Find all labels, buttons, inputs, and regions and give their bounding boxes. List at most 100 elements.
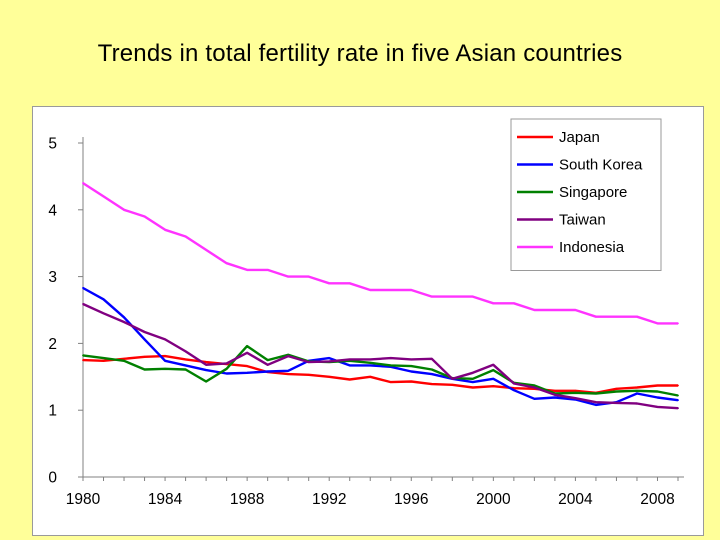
data-point: [410, 365, 413, 368]
data-point: [430, 383, 433, 386]
data-point: [574, 391, 577, 394]
data-point: [512, 389, 515, 392]
data-point: [533, 309, 536, 311]
data-point: [82, 182, 84, 184]
data-point: [123, 208, 125, 211]
data-point: [164, 228, 166, 231]
data-point: [246, 345, 249, 347]
data-point: [677, 394, 679, 397]
data-point: [615, 390, 618, 393]
data-point: [389, 357, 392, 359]
data-point: [184, 358, 187, 361]
legend-label: Indonesia: [559, 239, 625, 256]
data-point: [205, 248, 208, 251]
data-point: [307, 361, 310, 364]
data-point: [246, 365, 249, 368]
data-point: [82, 287, 84, 289]
data-point: [205, 369, 208, 372]
data-point: [246, 371, 249, 374]
data-point: [595, 392, 597, 395]
data-point: [369, 361, 372, 364]
data-point: [266, 363, 269, 366]
legend-box: [510, 118, 662, 271]
data-point: [492, 302, 495, 305]
data-point: [553, 396, 556, 399]
data-point: [307, 373, 310, 376]
data-point: [533, 386, 536, 389]
data-point: [123, 359, 125, 362]
x-tick-label: 2008: [640, 491, 674, 508]
data-point: [492, 385, 495, 388]
data-point: [492, 377, 495, 380]
data-point: [143, 338, 146, 341]
data-point: [553, 393, 556, 396]
data-point: [595, 401, 597, 404]
data-point: [102, 298, 105, 301]
data-point: [574, 397, 577, 400]
x-tick-label: 1996: [394, 491, 428, 508]
chart-legend: Japan South Korea Singapore Taiwan Indonesia: [510, 118, 662, 271]
series-line: [82, 182, 678, 325]
x-tick-label: 1992: [312, 491, 346, 508]
data-point: [533, 397, 536, 400]
data-point: [164, 359, 166, 362]
data-point: [553, 309, 556, 311]
data-point: [164, 338, 166, 341]
series-line: [82, 344, 679, 397]
chart-tick-labels: 0 1 2 3 4 5 1980 1984 1988 1992 1996 2000 2004 2008: [48, 136, 674, 509]
legend-item: Singapore: [517, 184, 627, 201]
data-point: [184, 350, 187, 353]
data-point: [143, 368, 146, 371]
data-point: [143, 355, 146, 358]
chart-axes: [78, 137, 684, 481]
data-point: [287, 369, 290, 372]
data-point: [389, 289, 392, 291]
data-point: [430, 373, 433, 376]
data-point: [82, 354, 84, 357]
data-point: [369, 375, 372, 378]
data-point: [287, 275, 290, 278]
data-point: [471, 295, 474, 298]
data-point: [205, 380, 208, 383]
legend-item: Indonesia: [517, 239, 625, 256]
data-point: [164, 367, 166, 370]
data-point: [102, 312, 105, 315]
data-point: [369, 364, 372, 367]
data-point: [636, 389, 638, 392]
data-point: [225, 262, 228, 265]
y-tick-label: 5: [48, 136, 57, 153]
data-point: [553, 389, 556, 392]
series-line: [82, 302, 679, 410]
data-point: [471, 377, 474, 380]
data-point: [430, 357, 433, 360]
data-point: [615, 315, 618, 318]
data-point: [492, 369, 495, 372]
data-point: [266, 359, 269, 361]
data-point: [123, 321, 125, 323]
data-point: [656, 396, 659, 399]
x-tick-label: 1980: [66, 491, 101, 508]
data-point: [225, 362, 228, 365]
data-point: [287, 373, 290, 376]
data-point: [512, 302, 515, 305]
data-point: [471, 381, 474, 384]
data-point: [307, 275, 310, 278]
data-point: [348, 358, 351, 361]
data-point: [369, 358, 372, 361]
data-point: [451, 295, 454, 298]
data-point: [82, 359, 84, 361]
data-point: [656, 390, 659, 393]
data-point: [512, 382, 515, 385]
data-point: [677, 399, 679, 402]
data-point: [615, 401, 618, 404]
data-point: [143, 331, 146, 333]
data-point: [328, 282, 331, 285]
series-south-korea: [82, 286, 679, 407]
legend-label: Japan: [559, 129, 600, 146]
fertility-line-chart: 0 1 2 3 4 5 1980 1984 1988 1992 1996 2000 2004 2008 J…: [48, 118, 684, 509]
data-point: [205, 361, 208, 364]
y-tick-label: 0: [48, 470, 57, 487]
data-point: [471, 371, 474, 374]
data-point: [492, 363, 495, 366]
data-point: [184, 235, 187, 238]
